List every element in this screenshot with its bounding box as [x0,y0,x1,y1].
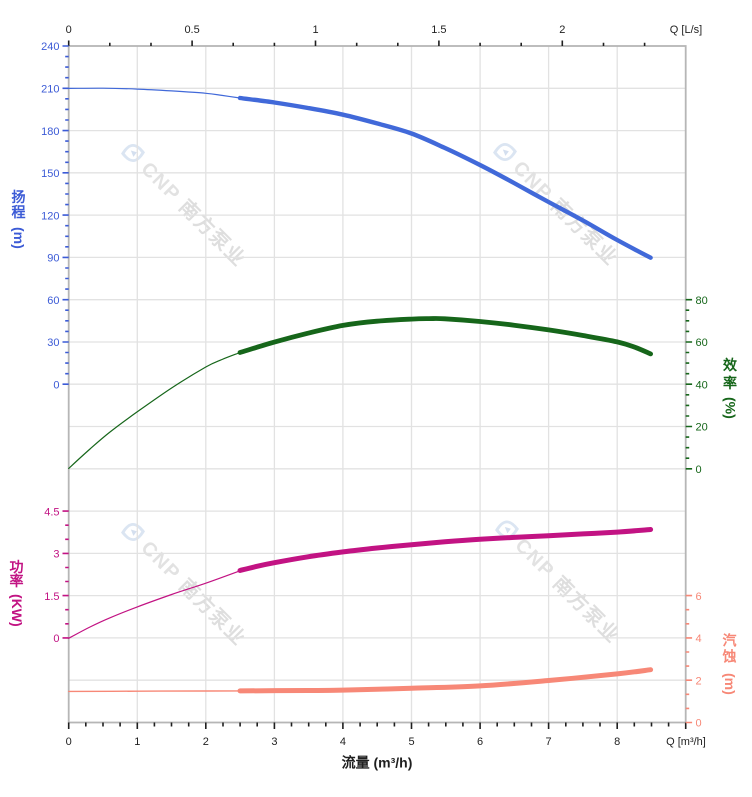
svg-text:功: 功 [10,559,24,575]
svg-text:扬: 扬 [12,189,26,205]
svg-text:0: 0 [53,379,59,391]
svg-text:1.5: 1.5 [431,24,446,36]
svg-text:60: 60 [696,337,708,349]
svg-text:Q [L/s]: Q [L/s] [670,24,702,36]
svg-text:0.5: 0.5 [184,24,199,36]
svg-text:8: 8 [614,736,620,748]
svg-text:180: 180 [41,126,59,138]
svg-text:30: 30 [47,337,59,349]
svg-text:(m): (m) [722,673,738,695]
svg-text:0: 0 [66,24,72,36]
svg-text:效: 效 [723,357,738,373]
svg-text:1: 1 [312,24,318,36]
svg-text:80: 80 [696,295,708,307]
svg-text:150: 150 [41,168,59,180]
svg-text:20: 20 [696,422,708,434]
svg-text:率: 率 [10,573,24,589]
svg-text:40: 40 [696,379,708,391]
svg-text:2: 2 [203,736,209,748]
svg-text:60: 60 [47,295,59,307]
svg-text:6: 6 [477,736,483,748]
svg-text:0: 0 [53,633,59,645]
svg-text:0: 0 [696,464,702,476]
svg-text:0: 0 [696,718,702,730]
svg-text:蚀: 蚀 [722,649,737,665]
svg-text:3: 3 [53,549,59,561]
svg-text:0: 0 [66,736,72,748]
svg-text:90: 90 [47,253,59,265]
svg-text:(m): (m) [11,227,27,249]
svg-text:2: 2 [559,24,565,36]
svg-text:3: 3 [271,736,277,748]
svg-text:(KW): (KW) [9,594,25,627]
svg-text:1: 1 [134,736,140,748]
svg-text:7: 7 [546,736,552,748]
svg-text:率: 率 [723,375,737,391]
svg-text:程: 程 [12,204,26,220]
svg-text:4: 4 [340,736,346,748]
svg-text:2: 2 [696,675,702,687]
svg-text:4.5: 4.5 [44,506,59,518]
svg-text:4: 4 [696,633,702,645]
svg-text:120: 120 [41,210,59,222]
svg-text:210: 210 [41,84,59,96]
svg-text:Q [m³/h]: Q [m³/h] [666,736,706,748]
svg-text:流量 (m³/h): 流量 (m³/h) [342,755,413,771]
svg-text:5: 5 [408,736,414,748]
svg-text:汽: 汽 [723,633,737,649]
svg-text:240: 240 [41,41,59,53]
svg-text:(%): (%) [722,397,738,419]
svg-text:1.5: 1.5 [44,591,59,603]
svg-text:6: 6 [696,591,702,603]
